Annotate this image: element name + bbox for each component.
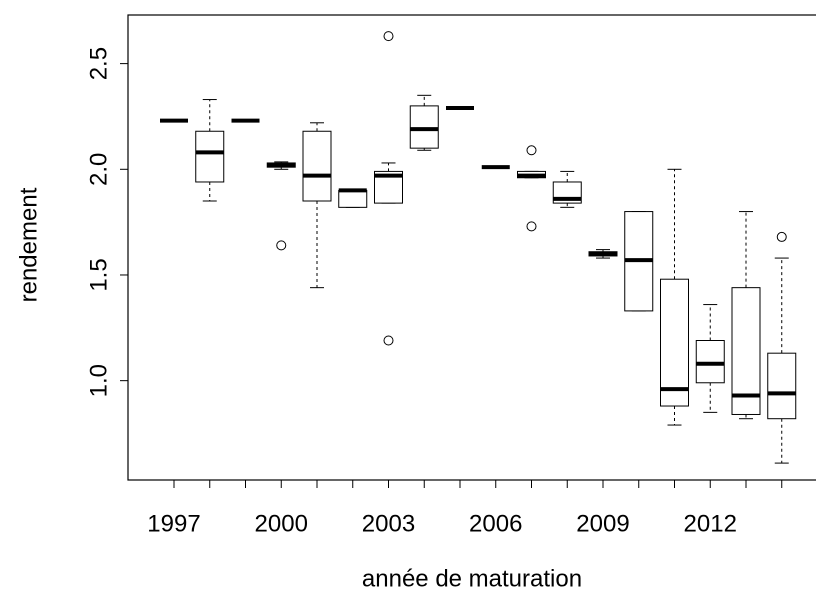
outlier [526, 145, 537, 156]
box [731, 287, 761, 415]
y-tick-label: 2.0 [85, 153, 112, 186]
x-tick-label: 2006 [469, 510, 522, 537]
box [695, 340, 725, 384]
x-axis-label: année de maturation [362, 565, 582, 592]
box [767, 352, 797, 420]
outlier [526, 221, 537, 232]
outlier [276, 240, 287, 251]
x-tick-label: 1997 [147, 510, 200, 537]
box [338, 189, 368, 208]
x-tick-label: 2000 [255, 510, 308, 537]
box [302, 130, 332, 202]
x-tick-label: 2003 [362, 510, 415, 537]
y-tick-label: 1.0 [85, 364, 112, 397]
box [195, 130, 225, 183]
x-tick-label: 2012 [684, 510, 737, 537]
y-axis-label: rendement [15, 187, 42, 302]
plot-frame [127, 14, 816, 481]
outlier [383, 31, 394, 42]
box [409, 105, 439, 149]
box [660, 278, 689, 407]
outlier [383, 335, 394, 346]
x-tick-label: 2009 [576, 510, 629, 537]
y-tick-label: 1.5 [85, 258, 112, 291]
y-tick-label: 2.5 [85, 47, 112, 80]
outlier [776, 231, 787, 242]
